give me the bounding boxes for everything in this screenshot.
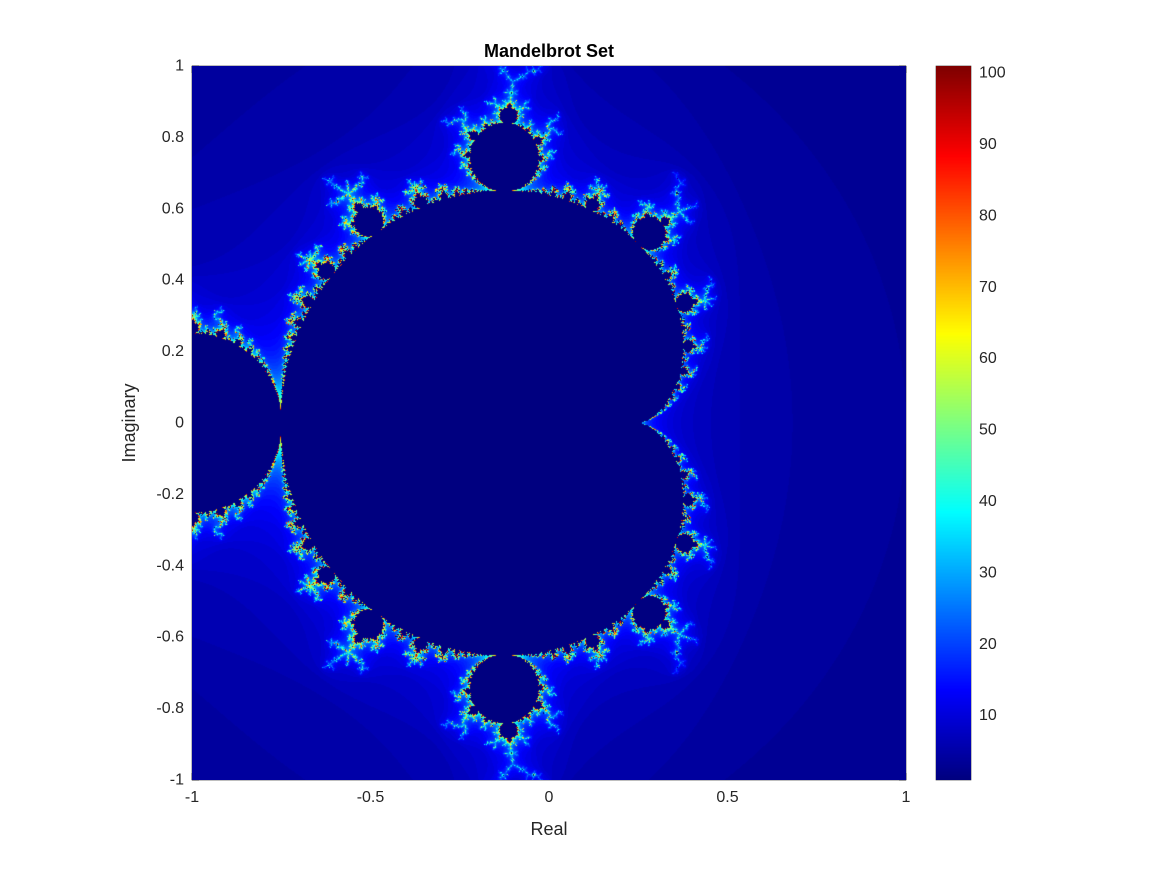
colorbar-axis: 10 20 30 40 50 60 70 80 90 100 xyxy=(966,65,1006,724)
x-tick-label: -0.5 xyxy=(357,789,385,806)
y-tick-label: -0.6 xyxy=(156,629,184,646)
colorbar-tick-label: 80 xyxy=(979,207,997,224)
colorbar-tick-label: 50 xyxy=(979,422,997,439)
y-tick-label: -0.2 xyxy=(156,486,184,503)
y-tick-label: 0.4 xyxy=(162,272,184,289)
x-axis-label: Real xyxy=(530,819,567,839)
colorbar-tick-label: 70 xyxy=(979,279,997,296)
colorbar-tick-label: 100 xyxy=(979,65,1006,82)
colorbar-tick-label: 90 xyxy=(979,136,997,153)
y-tick-label: 1 xyxy=(175,58,184,75)
colorbar-tick-label: 20 xyxy=(979,636,997,653)
y-tick-label: 0.6 xyxy=(162,200,184,217)
x-tick-label: 0.5 xyxy=(716,789,738,806)
y-tick-label: -0.8 xyxy=(156,700,184,717)
y-tick-label: 0 xyxy=(175,415,184,432)
mandelbrot-heatmap xyxy=(192,66,906,780)
y-axis-label: Imaginary xyxy=(119,383,139,462)
y-tick-label: -1 xyxy=(170,772,184,789)
chart-title: Mandelbrot Set xyxy=(484,41,614,61)
x-tick-label: 0 xyxy=(545,789,554,806)
colorbar-tick-label: 10 xyxy=(979,707,997,724)
x-tick-label: 1 xyxy=(902,789,911,806)
y-axis: 1 0.8 0.6 0.4 0.2 0 -0.2 -0.4 -0.6 -0.8 -1 xyxy=(156,58,906,789)
y-tick-label: -0.4 xyxy=(156,557,184,574)
colorbar-tick-label: 60 xyxy=(979,350,997,367)
x-tick-label: -1 xyxy=(185,789,199,806)
colorbar xyxy=(936,66,971,780)
colorbar-tick-label: 30 xyxy=(979,564,997,581)
y-tick-label: 0.2 xyxy=(162,343,184,360)
y-tick-label: 0.8 xyxy=(162,129,184,146)
colorbar-tick-label: 40 xyxy=(979,493,997,510)
